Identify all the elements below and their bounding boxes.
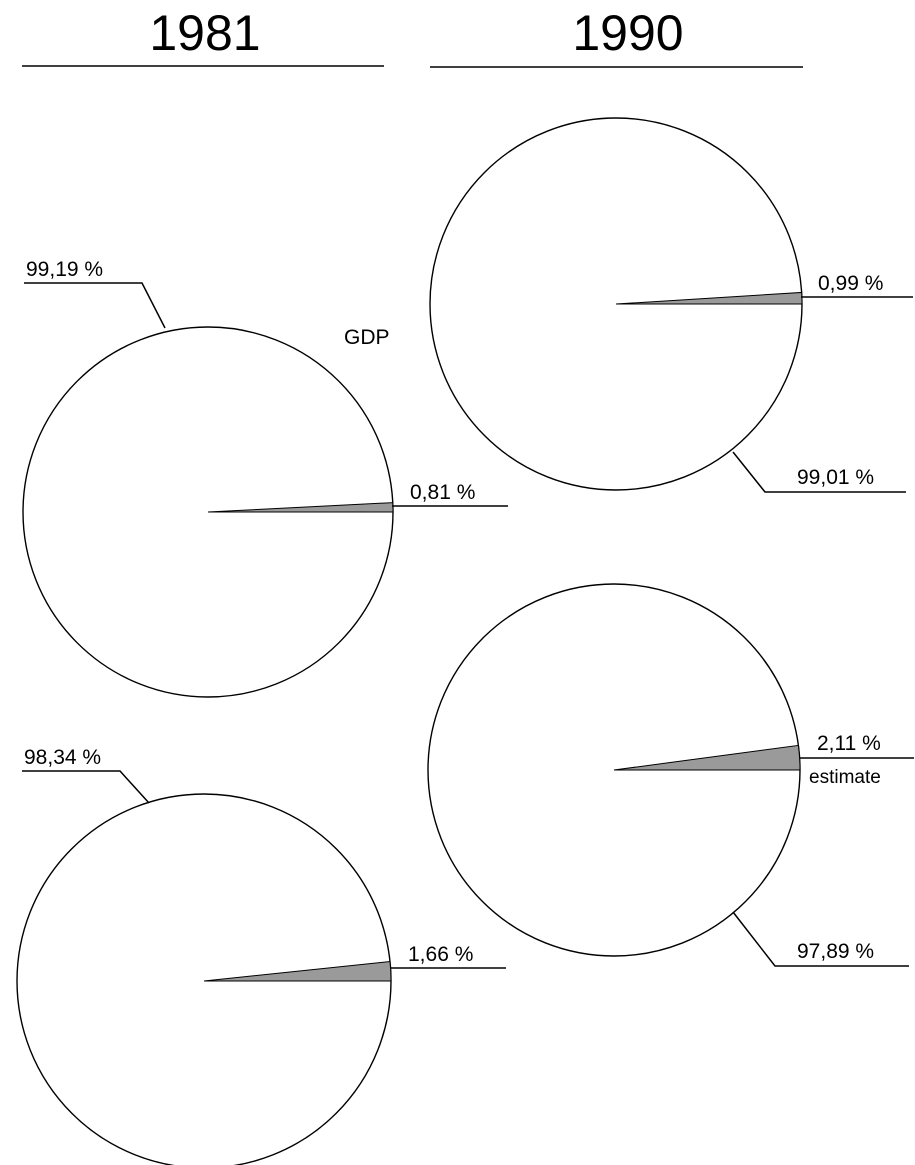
pie-1981-gdp-large-leader <box>24 282 166 329</box>
pie-1990-row2: 2,11 % estimate 97,89 % <box>427 583 914 967</box>
pie-1990-row2-small-slice <box>613 744 801 771</box>
pie-1981-gdp: 99,19 % 0,81 % <box>22 258 508 698</box>
column-title-1981: 1981 <box>149 5 260 61</box>
pie-1990-gdp-small-label: 0,99 % <box>818 272 883 295</box>
pie-1981-row2-large-leader <box>22 770 150 804</box>
pie-1990-row2-small-label: 2,11 % <box>817 732 881 755</box>
row-label-gdp: GDP <box>344 326 390 349</box>
pie-1990-row2-large-leader <box>732 911 909 967</box>
pie-1981-row2: 98,34 % 1,66 % <box>16 746 506 1165</box>
pie-1990-row2-estimate-note: estimate <box>809 767 881 788</box>
pie-1981-row2-large-label: 98,34 % <box>24 746 101 769</box>
pie-1990-row2-large-label: 97,89 % <box>797 940 874 963</box>
pie-1981-gdp-large-label: 99,19 % <box>26 258 103 281</box>
pie-1990-gdp-small-slice <box>615 291 803 305</box>
pie-1990-gdp-large-leader <box>732 451 906 493</box>
pie-1981-gdp-small-label: 0,81 % <box>410 481 475 504</box>
pie-1990-gdp: 0,99 % 99,01 % <box>429 117 913 493</box>
pie-1981-row2-small-label: 1,66 % <box>408 943 473 966</box>
pie-1990-gdp-large-label: 99,01 % <box>797 466 874 489</box>
pie-1981-row2-small-slice <box>203 960 392 982</box>
column-title-1990: 1990 <box>572 5 683 61</box>
pie-1981-gdp-small-slice <box>207 502 394 513</box>
